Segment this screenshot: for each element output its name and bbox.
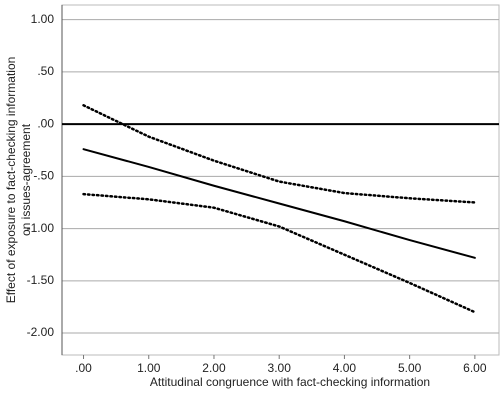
plot-frame	[61, 4, 500, 356]
y-tick-label: 1.00	[31, 12, 55, 26]
series-line	[82, 192, 477, 314]
y-tick-label: -1.50	[27, 273, 55, 287]
series-line	[82, 104, 477, 204]
y-axis-label: on issues-agreement	[19, 123, 33, 236]
x-tick-label: .00	[75, 361, 92, 375]
y-tick-label: -2.00	[27, 325, 55, 339]
x-tick-label: 1.00	[137, 361, 161, 375]
y-tick-label: .50	[37, 64, 54, 78]
x-tick-label: 3.00	[268, 361, 292, 375]
x-tick-label: 4.00	[333, 361, 357, 375]
x-tick-label: 2.00	[202, 361, 226, 375]
x-tick-label: 5.00	[398, 361, 422, 375]
y-axis-label: Effect of exposure to fact-checking info…	[4, 57, 18, 304]
y-tick-label: -.50	[33, 169, 54, 183]
series-line	[82, 148, 476, 259]
y-tick-label: .00	[37, 116, 54, 130]
x-tick-label: 6.00	[463, 361, 487, 375]
y-tick-label: -1.00	[27, 221, 55, 235]
x-axis-label: Attitudinal congruence with fact-checkin…	[150, 375, 430, 389]
